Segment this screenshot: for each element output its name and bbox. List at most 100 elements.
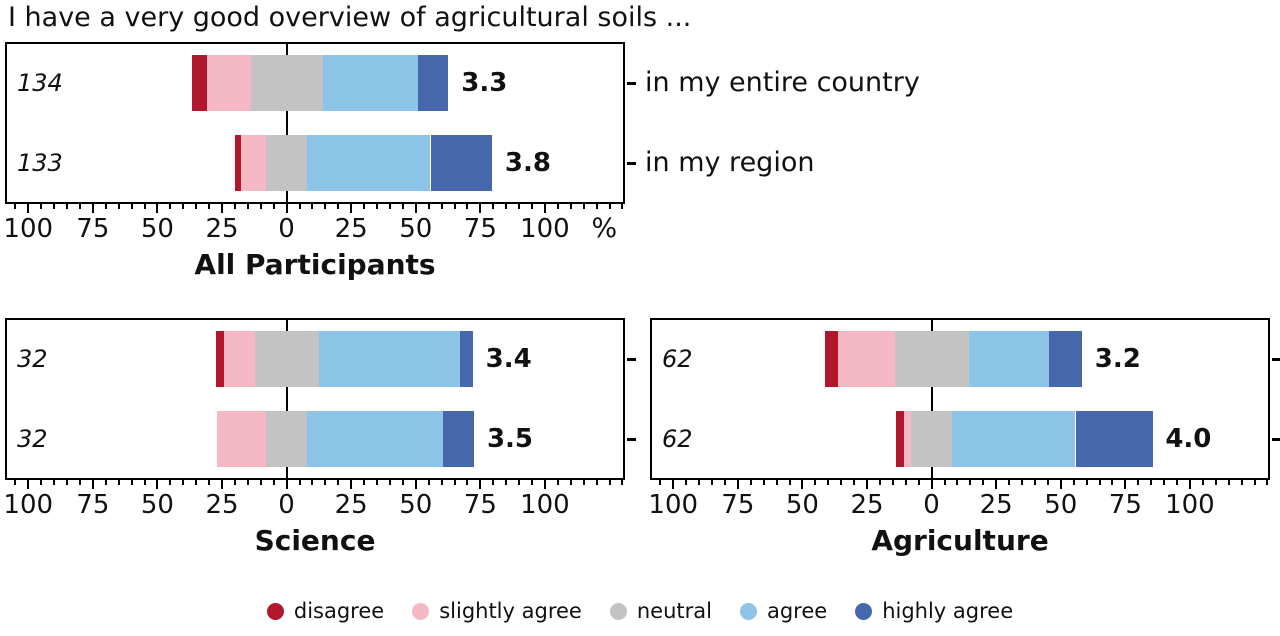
x-axis-minor-tick <box>401 204 404 209</box>
x-axis-minor-tick <box>117 204 120 209</box>
bar-segment-slightly-agree <box>903 411 912 467</box>
bar-segment-highly-agree <box>443 411 475 467</box>
x-axis-minor-tick <box>208 204 211 209</box>
x-axis-minor-tick <box>311 480 314 485</box>
x-axis-minor-tick <box>1176 480 1178 485</box>
x-axis-major-tick: 100 <box>3 204 53 243</box>
x-axis-minor-tick <box>1008 480 1011 485</box>
x-axis-major-tick: 100 <box>1165 480 1215 519</box>
bar-segment-neutral <box>250 55 323 111</box>
plot-area: 62 62 3.2 4.0 <box>650 318 1270 480</box>
x-axis-tick-label: 75 <box>463 214 497 244</box>
zero-axis-line <box>285 44 288 202</box>
x-axis-tick-label: 100 <box>3 214 54 244</box>
x-axis-minor-tick <box>1021 480 1023 485</box>
x-axis-tick-label: 100 <box>1165 490 1215 520</box>
x-axis-minor-tick <box>182 480 185 485</box>
x-axis-major-tick: 50 <box>399 204 432 243</box>
x-axis-minor-tick <box>14 480 17 485</box>
x-axis-minor-tick <box>853 480 856 485</box>
sample-size-label: 134 <box>17 69 63 97</box>
legend-label: highly agree <box>882 599 1014 623</box>
bar-segment-slightly-agree <box>217 411 267 467</box>
x-axis-minor-tick <box>556 480 559 485</box>
bar-segment-agree <box>307 411 444 467</box>
x-axis-minor-tick <box>492 204 495 209</box>
x-axis-minor-tick <box>608 204 611 209</box>
x-axis-minor-tick <box>104 480 107 485</box>
x-axis-tick-label: 25 <box>850 490 884 520</box>
x-axis-major-tick: 25 <box>335 480 368 519</box>
x-axis-minor-tick <box>1046 480 1049 485</box>
x-axis-tick-label: 50 <box>140 490 174 520</box>
x-axis-tick-label: 0 <box>923 490 940 520</box>
bar-segment-highly-agree <box>417 55 449 111</box>
x-axis-minor-tick <box>363 204 366 209</box>
x-axis-minor-tick <box>66 204 68 209</box>
x-axis-minor-tick <box>298 204 301 209</box>
sample-size-label: 32 <box>17 345 48 373</box>
x-axis-minor-tick <box>337 204 340 209</box>
bar-segment-agree <box>318 331 460 387</box>
bar-segment-disagree <box>825 331 839 387</box>
x-axis-minor-tick <box>1253 480 1256 485</box>
x-axis-tick-label: 100 <box>520 214 570 244</box>
x-axis-minor-tick <box>466 480 469 485</box>
x-axis-minor-tick <box>169 480 172 485</box>
x-axis-minor-tick <box>685 480 688 485</box>
x-axis-minor-tick <box>66 480 68 485</box>
x-axis-minor-tick <box>324 204 327 209</box>
x-axis-minor-tick <box>440 480 443 485</box>
x-axis-minor-tick <box>518 204 521 209</box>
right-axis-tick <box>1272 438 1280 441</box>
panel-science: 32 32 3.4 3.5 100 75 50 25 0 25 50 75 100 Scienc… <box>3 318 636 557</box>
x-axis-tick-label: 25 <box>334 490 368 520</box>
x-axis-major-tick: 50 <box>399 480 432 519</box>
x-axis: 100 75 50 25 0 25 50 75 100 <box>648 480 1270 528</box>
bar-segment-highly-agree <box>460 331 473 387</box>
panel-title-science: Science <box>254 524 376 557</box>
right-axis-tick <box>627 162 636 165</box>
x-axis-tick-label: 50 <box>399 214 433 244</box>
x-axis-major-tick: 75 <box>76 480 109 519</box>
x-axis-minor-tick <box>104 204 107 209</box>
x-axis-tick-label: 100 <box>648 490 699 520</box>
x-axis-major-tick: 75 <box>464 480 497 519</box>
x-axis-tick-label: 75 <box>76 490 110 520</box>
x-axis-minor-tick <box>130 480 133 485</box>
bar-segment-agree <box>307 135 431 191</box>
x-axis-minor-tick <box>943 480 946 485</box>
legend-label: slightly agree <box>439 599 582 623</box>
panel-title-agriculture: Agriculture <box>871 524 1049 557</box>
x-axis-tick-label: 75 <box>1108 490 1142 520</box>
x-axis-minor-tick <box>749 480 752 485</box>
x-axis-minor-tick <box>582 204 585 209</box>
x-axis-minor-tick <box>608 480 611 485</box>
x-axis-minor-tick <box>143 480 146 485</box>
x-axis-minor-tick <box>582 480 585 485</box>
x-axis-minor-tick <box>698 480 701 485</box>
x-axis-major-tick: 75 <box>721 480 754 519</box>
x-axis-major-tick: 25 <box>335 204 368 243</box>
x-axis-minor-tick <box>246 480 249 485</box>
x-axis-tick-label: 75 <box>721 490 755 520</box>
disagree-color-dot <box>266 602 284 620</box>
highly-agree-color-dot <box>855 602 873 620</box>
plot-area: 32 32 3.4 3.5 <box>5 318 625 480</box>
legend-label: agree <box>766 599 828 623</box>
percent-sign: % <box>591 213 618 244</box>
x-axis-minor-tick <box>621 204 624 209</box>
legend-item-highly-agree: highly agree <box>855 599 1013 623</box>
bars-layer <box>652 320 1268 478</box>
figure-title: I have a very good overview of agricultu… <box>8 2 692 33</box>
x-axis-minor-tick <box>78 480 81 485</box>
x-axis-minor-tick <box>621 480 624 485</box>
x-axis-minor-tick <box>827 480 830 485</box>
x-axis-minor-tick <box>569 480 572 485</box>
x-axis-minor-tick <box>595 480 598 485</box>
x-axis-minor-tick <box>492 480 495 485</box>
x-axis-minor-tick <box>1227 480 1230 485</box>
x-axis-minor-tick <box>917 480 920 485</box>
x-axis-minor-tick <box>14 204 17 209</box>
sample-size-label: 62 <box>662 425 693 453</box>
